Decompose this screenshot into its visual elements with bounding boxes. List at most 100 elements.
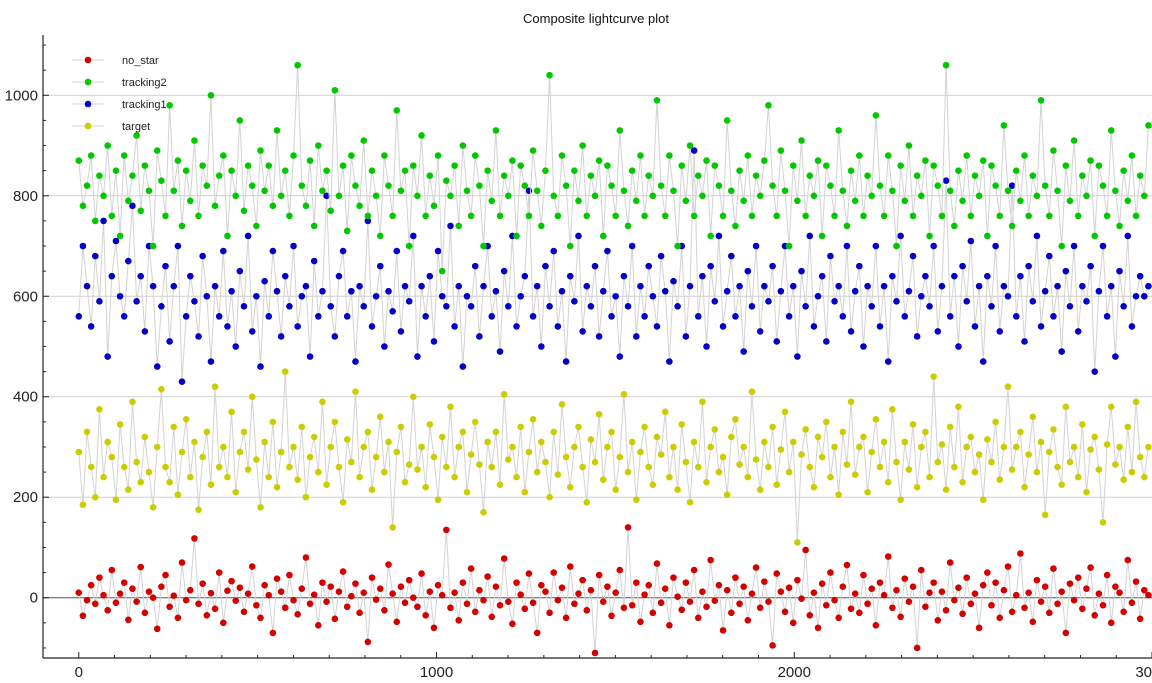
data-point <box>348 592 355 600</box>
data-point <box>405 576 413 584</box>
data-point <box>785 584 793 591</box>
data-point <box>1021 604 1028 612</box>
data-point <box>331 418 339 426</box>
data-point <box>220 247 227 255</box>
data-point <box>1099 182 1107 190</box>
data-point <box>186 586 194 594</box>
data-point <box>1136 615 1144 623</box>
data-point <box>905 142 913 149</box>
data-point <box>934 458 942 466</box>
data-point <box>455 282 463 290</box>
data-point <box>385 182 392 190</box>
data-point <box>666 152 673 159</box>
data-point <box>244 466 252 473</box>
data-point <box>120 313 128 320</box>
data-point <box>232 597 240 605</box>
data-point <box>348 152 355 159</box>
data-point <box>583 282 591 290</box>
data-point <box>678 606 686 614</box>
data-point <box>360 137 368 144</box>
data-point <box>835 614 842 622</box>
data-point <box>645 463 653 471</box>
legend-label: target <box>122 121 150 133</box>
data-point <box>789 438 797 446</box>
data-point <box>633 579 640 586</box>
data-point <box>785 242 793 250</box>
data-point <box>484 167 491 174</box>
data-point <box>678 421 686 428</box>
data-point <box>839 428 847 436</box>
data-point <box>794 353 801 360</box>
data-point <box>835 491 842 499</box>
data-point <box>517 162 524 169</box>
data-point <box>860 212 867 220</box>
data-point <box>393 107 401 114</box>
data-point <box>170 187 178 195</box>
data-point <box>203 292 211 300</box>
data-point <box>938 588 946 595</box>
data-point <box>1008 608 1016 616</box>
data-point <box>963 574 971 581</box>
data-point <box>761 578 768 585</box>
data-point <box>686 598 694 606</box>
data-point <box>752 456 760 463</box>
data-point <box>657 599 665 607</box>
data-point <box>682 197 690 205</box>
data-point <box>971 468 979 476</box>
data-point <box>657 182 665 190</box>
data-point <box>476 461 483 468</box>
data-point <box>971 323 979 330</box>
data-point <box>591 458 599 466</box>
data-point <box>558 400 566 408</box>
data-point <box>298 585 306 592</box>
data-point <box>447 222 454 230</box>
data-point <box>814 157 822 164</box>
data-point <box>1021 152 1028 159</box>
data-point <box>1012 443 1020 451</box>
data-point <box>430 202 438 210</box>
data-point <box>492 287 500 295</box>
data-point <box>1046 448 1053 456</box>
data-point <box>1112 353 1119 360</box>
data-point <box>827 473 834 481</box>
data-point <box>814 292 822 300</box>
data-point <box>913 333 921 340</box>
data-point <box>971 172 979 179</box>
data-point <box>856 609 863 617</box>
data-point <box>496 212 504 220</box>
data-point <box>608 428 615 436</box>
data-point <box>253 222 260 230</box>
data-point <box>736 167 743 174</box>
data-point <box>736 282 743 290</box>
data-point <box>228 408 235 416</box>
data-point <box>310 591 318 598</box>
legend-item-tracking2: tracking2 <box>72 77 167 89</box>
data-point <box>781 408 789 416</box>
data-point <box>889 604 896 612</box>
data-point <box>798 137 805 144</box>
data-point <box>884 152 892 159</box>
data-point <box>422 212 429 220</box>
data-point <box>319 187 326 195</box>
data-point <box>75 313 83 320</box>
data-point <box>860 433 867 441</box>
data-point <box>220 152 227 159</box>
data-point <box>868 192 876 200</box>
data-point <box>376 262 384 270</box>
data-point <box>488 197 496 205</box>
data-point <box>480 282 487 290</box>
data-point <box>740 197 747 205</box>
data-point <box>162 262 169 270</box>
data-point <box>979 157 987 164</box>
data-point <box>488 613 496 621</box>
data-point <box>715 182 723 190</box>
data-point <box>211 605 219 613</box>
data-point <box>141 609 149 617</box>
data-point <box>1025 262 1032 270</box>
data-point <box>414 466 421 473</box>
data-point <box>604 247 611 255</box>
data-point <box>352 580 359 587</box>
data-point <box>901 197 909 205</box>
series-tracking1 <box>75 147 1152 385</box>
data-point <box>641 423 648 431</box>
